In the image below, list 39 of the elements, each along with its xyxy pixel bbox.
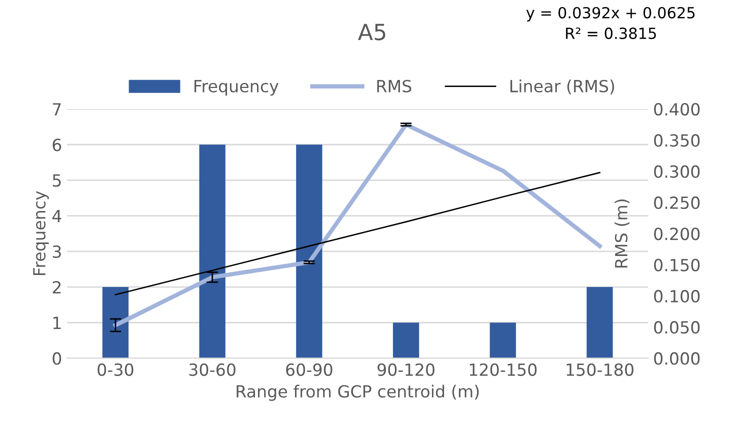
y-tick-label: 2 xyxy=(52,280,61,294)
legend-label: Linear (RMS) xyxy=(510,80,614,94)
y2-tick-label: 0.050 xyxy=(654,321,700,334)
y2-axis-title: RMS (m) xyxy=(614,200,630,268)
line-series xyxy=(114,172,600,296)
y-tick-label: 0 xyxy=(52,352,62,365)
y2-tick-label: 0.200 xyxy=(654,228,700,240)
x-tick-label: 150-180 xyxy=(566,363,634,376)
bar xyxy=(296,144,322,358)
y2-tick-label: 0.250 xyxy=(654,196,700,210)
chart-title: A5 xyxy=(358,24,386,40)
y2-tick-label: 0.400 xyxy=(654,102,700,116)
x-tick-label: 60-90 xyxy=(286,363,332,376)
bar xyxy=(102,287,129,358)
legend-label: Frequency xyxy=(194,80,278,96)
legend-label: RMS xyxy=(377,80,412,92)
y-tick-label: 6 xyxy=(52,138,62,152)
text: y = 0.0392x + 0.0625 R² = 0.3815 xyxy=(526,6,695,40)
y2-tick-label: 0.350 xyxy=(654,134,700,147)
y-tick-label: 3 xyxy=(52,245,61,258)
y-tick-label: 5 xyxy=(52,174,61,187)
x-tick-label: 30-60 xyxy=(189,363,236,376)
bar xyxy=(392,322,420,358)
x-tick-label: 120-150 xyxy=(470,363,537,376)
y-tick-label: 7 xyxy=(52,103,61,116)
x-tick-label: 0-30 xyxy=(98,363,134,376)
y2-tick-label: 0.000 xyxy=(654,352,700,365)
bar xyxy=(199,144,226,358)
bar xyxy=(586,287,613,358)
line-series xyxy=(113,122,602,328)
y-axis-title: Frequency xyxy=(33,191,49,276)
y-tick-label: 4 xyxy=(52,210,62,222)
y-tick-label: 1 xyxy=(53,316,61,329)
bar xyxy=(490,322,516,358)
y2-tick-label: 0.100 xyxy=(654,290,700,302)
y2-tick-label: 0.300 xyxy=(654,165,700,178)
x-tick-label: 90-120 xyxy=(378,363,434,376)
y2-tick-label: 0.150 xyxy=(654,258,700,272)
x-axis-title: Range from GCP centroid (m) xyxy=(236,384,479,401)
